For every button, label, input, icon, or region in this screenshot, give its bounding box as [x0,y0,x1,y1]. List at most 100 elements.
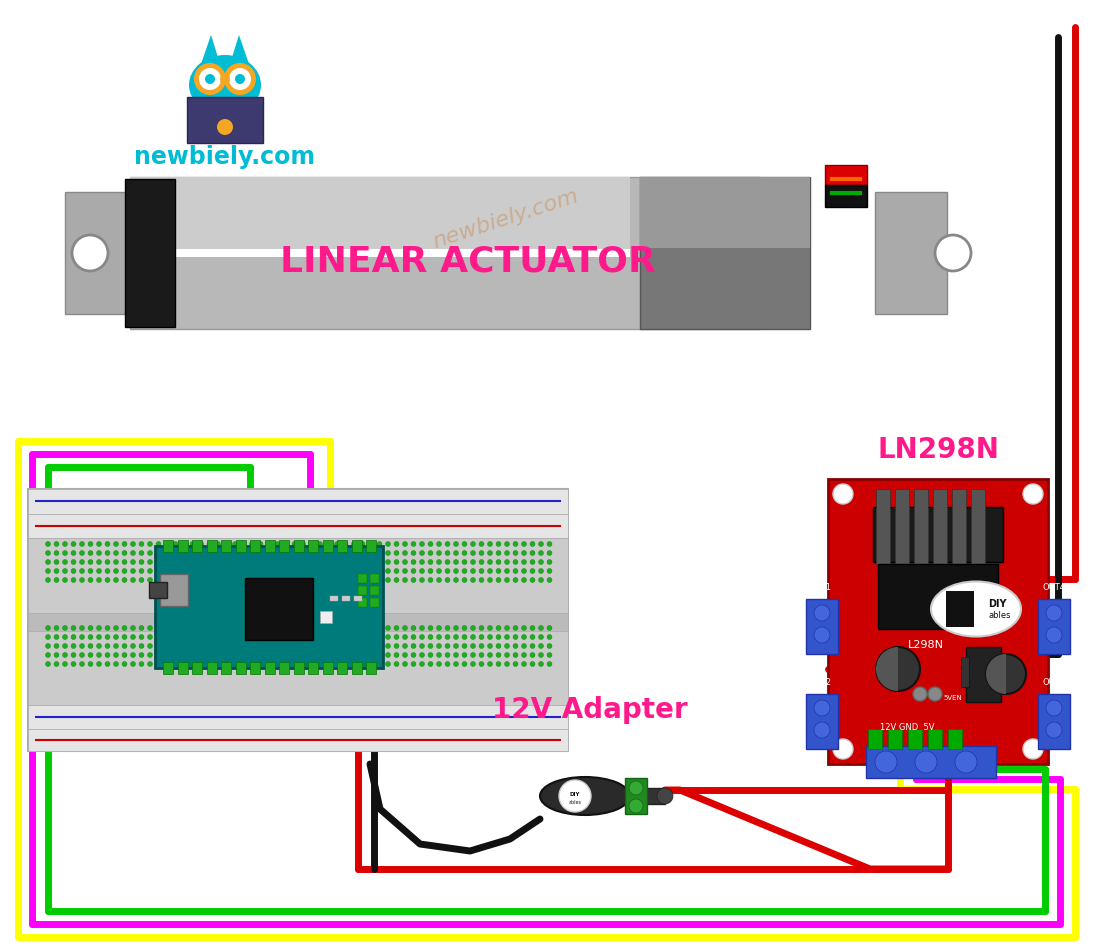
Circle shape [955,751,977,773]
Circle shape [453,653,459,658]
Circle shape [173,644,178,649]
Circle shape [207,578,212,583]
Circle shape [453,625,459,631]
Circle shape [199,625,204,631]
Circle shape [88,578,93,583]
Circle shape [88,569,93,574]
Ellipse shape [540,777,630,815]
Circle shape [377,625,382,631]
Circle shape [513,560,518,565]
Circle shape [419,542,425,547]
Circle shape [377,662,382,666]
Text: LN298N: LN298N [878,436,999,464]
Circle shape [462,662,467,666]
Circle shape [335,625,339,631]
Circle shape [351,653,357,658]
Circle shape [394,569,399,574]
Circle shape [453,662,459,666]
Circle shape [385,569,391,574]
Circle shape [215,569,220,574]
Circle shape [445,569,450,574]
Circle shape [411,625,416,631]
Circle shape [199,560,204,565]
Circle shape [394,551,399,556]
Bar [236,541,246,552]
Bar [934,489,947,565]
Circle shape [207,625,212,631]
Circle shape [403,578,407,583]
Circle shape [351,560,357,565]
Circle shape [377,644,382,649]
Circle shape [275,551,280,556]
Bar [625,778,647,814]
Circle shape [241,578,246,583]
Circle shape [249,551,255,556]
Bar [370,599,378,607]
Circle shape [173,569,178,574]
Circle shape [199,69,220,90]
Circle shape [190,551,195,556]
Circle shape [403,625,407,631]
Circle shape [215,551,220,556]
Circle shape [283,644,289,649]
Circle shape [122,578,127,583]
Bar [192,541,202,552]
Circle shape [249,662,255,666]
Circle shape [258,635,263,640]
Bar [206,541,216,552]
Circle shape [814,701,830,716]
Circle shape [275,542,280,547]
Circle shape [275,625,280,631]
Circle shape [54,644,59,649]
Circle shape [63,542,68,547]
Circle shape [1024,485,1043,505]
Circle shape [105,551,110,556]
Circle shape [113,542,118,547]
Circle shape [165,560,170,565]
Circle shape [471,662,475,666]
Circle shape [54,625,59,631]
Circle shape [351,578,357,583]
Circle shape [199,653,204,658]
Circle shape [513,569,518,574]
Circle shape [249,644,255,649]
Circle shape [181,542,186,547]
Circle shape [496,635,501,640]
Circle shape [71,662,76,666]
Circle shape [88,542,93,547]
Circle shape [487,653,493,658]
Circle shape [462,560,467,565]
Circle shape [335,644,339,649]
Circle shape [479,551,484,556]
Bar [308,663,318,674]
Circle shape [224,64,256,96]
Circle shape [258,662,263,666]
Circle shape [181,644,186,649]
Circle shape [165,662,170,666]
Circle shape [215,560,220,565]
Circle shape [326,569,331,574]
Circle shape [505,653,509,658]
Circle shape [199,569,204,574]
Wedge shape [877,647,898,691]
Circle shape [479,662,484,666]
Circle shape [547,569,552,574]
Circle shape [471,625,475,631]
Circle shape [165,625,170,631]
Circle shape [249,542,255,547]
Circle shape [814,605,830,622]
Circle shape [403,569,407,574]
Circle shape [249,625,255,631]
Text: OUT2: OUT2 [808,677,832,686]
Circle shape [71,653,76,658]
Circle shape [530,542,535,547]
Circle shape [462,625,467,631]
Circle shape [267,551,271,556]
Circle shape [292,635,297,640]
Circle shape [113,625,118,631]
Circle shape [394,662,399,666]
Circle shape [351,662,357,666]
Circle shape [437,560,441,565]
Circle shape [530,625,535,631]
Circle shape [45,542,50,547]
